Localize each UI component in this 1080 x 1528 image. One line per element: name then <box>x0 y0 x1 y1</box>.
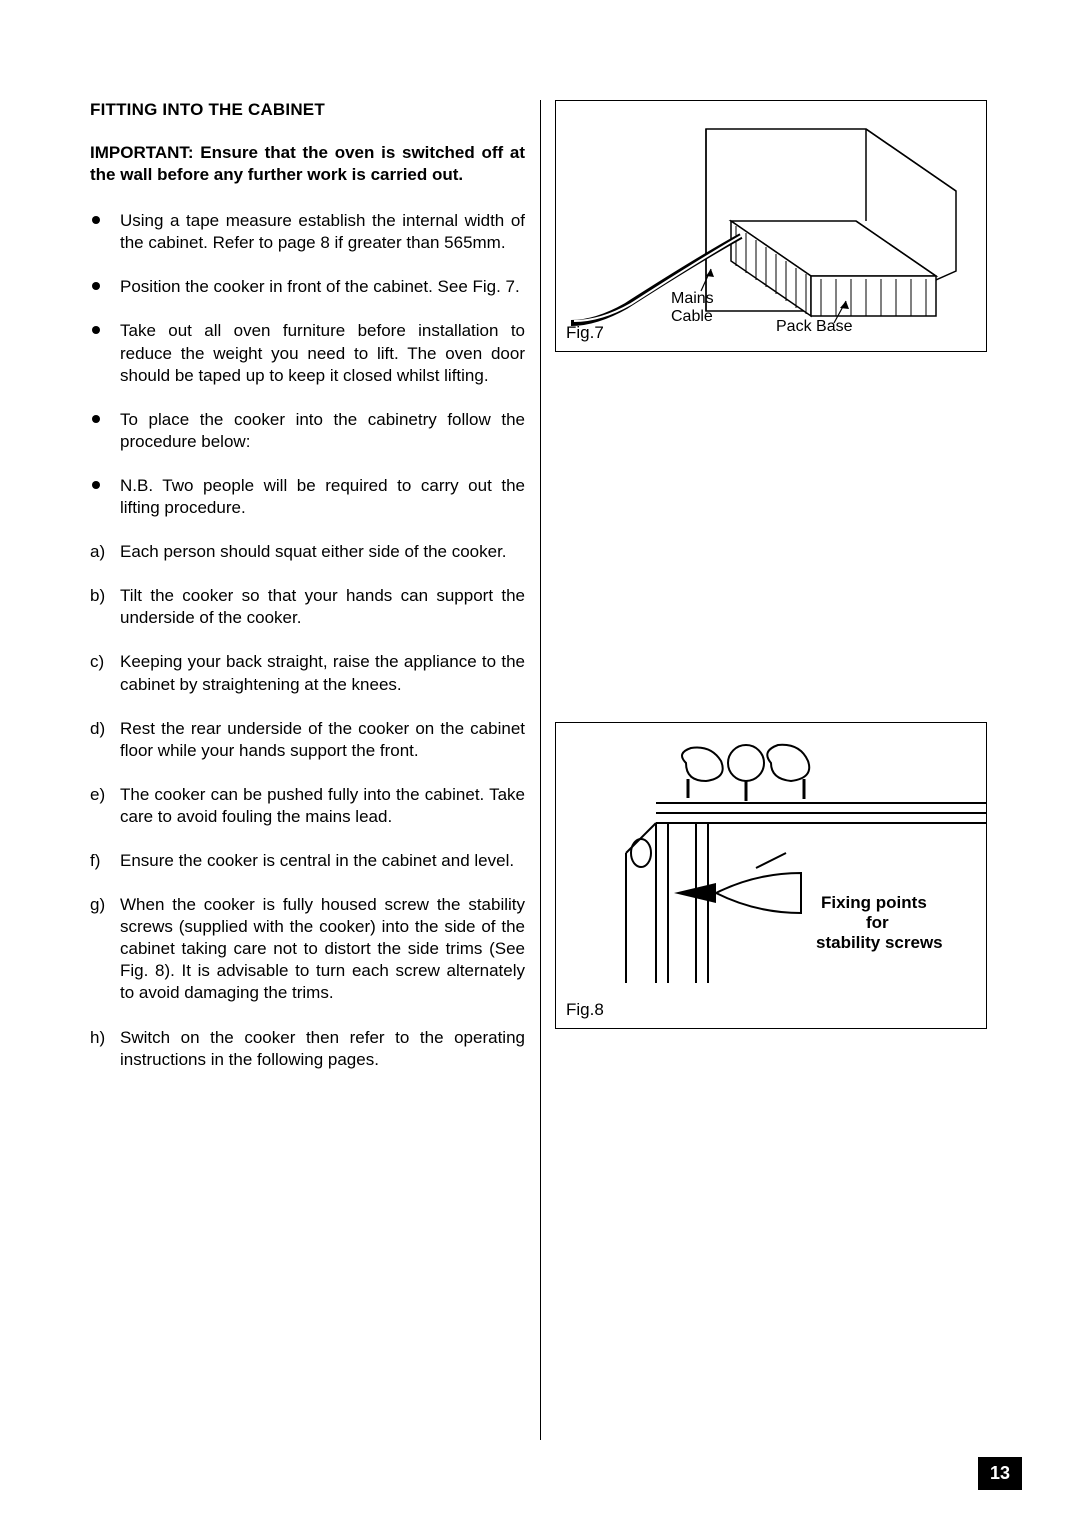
column-divider <box>540 100 541 1440</box>
packbase-label: Pack Base <box>776 318 853 335</box>
list-text: Switch on the cooker then refer to the o… <box>120 1028 525 1069</box>
list-text: When the cooker is fully housed screw th… <box>120 895 525 1002</box>
figure-8-label: Fig.8 <box>566 1000 604 1020</box>
figure-8-svg: Fixing points for stability screws <box>556 723 986 1028</box>
list-item: d) Rest the rear underside of the cooker … <box>90 718 525 762</box>
list-item: Position the cooker in front of the cabi… <box>90 276 525 298</box>
list-text: Ensure the cooker is central in the cabi… <box>120 851 514 870</box>
left-column: FITTING INTO THE CABINET IMPORTANT: Ensu… <box>90 100 525 1093</box>
list-item: e) The cooker can be pushed fully into th… <box>90 784 525 828</box>
list-marker: g) <box>90 894 105 916</box>
important-note: IMPORTANT: Ensure that the oven is switc… <box>90 142 525 186</box>
mains-label-2: Cable <box>671 308 713 325</box>
list-item: c) Keeping your back straight, raise the … <box>90 651 525 695</box>
list-marker: h) <box>90 1027 105 1049</box>
right-column: Mains Cable Pack Base Fig.7 <box>555 100 990 1093</box>
list-text: Rest the rear underside of the cooker on… <box>120 719 525 760</box>
svg-text:Fixing points: Fixing points <box>821 893 927 912</box>
page: FITTING INTO THE CABINET IMPORTANT: Ensu… <box>0 0 1080 1528</box>
list-marker: d) <box>90 718 105 740</box>
figure-8: Fixing points for stability screws Fig.8 <box>555 722 987 1029</box>
section-title: FITTING INTO THE CABINET <box>90 100 525 120</box>
list-marker: a) <box>90 541 105 563</box>
list-item: h) Switch on the cooker then refer to the… <box>90 1027 525 1071</box>
list-item: To place the cooker into the cabinetry f… <box>90 409 525 453</box>
list-item: a) Each person should squat either side o… <box>90 541 525 563</box>
figure-7-svg: Mains Cable Pack Base <box>556 101 986 351</box>
svg-text:stability screws: stability screws <box>816 933 943 952</box>
figure-7-label: Fig.7 <box>566 323 604 343</box>
page-number: 13 <box>978 1457 1022 1490</box>
list-marker: c) <box>90 651 104 673</box>
svg-text:for: for <box>866 913 889 932</box>
list-text: Keeping your back straight, raise the ap… <box>120 652 525 693</box>
list-text: The cooker can be pushed fully into the … <box>120 785 525 826</box>
list-text: Each person should squat either side of … <box>120 542 507 561</box>
list-text: Tilt the cooker so that your hands can s… <box>120 586 525 627</box>
mains-label-1: Mains <box>671 290 714 307</box>
list-marker: e) <box>90 784 105 806</box>
lettered-list: a) Each person should squat either side o… <box>90 541 525 1071</box>
list-item: N.B. Two people will be required to carr… <box>90 475 525 519</box>
list-item: Take out all oven furniture before insta… <box>90 320 525 386</box>
bullet-list: Using a tape measure establish the inter… <box>90 210 525 519</box>
figure-7: Mains Cable Pack Base Fig.7 <box>555 100 987 352</box>
list-marker: f) <box>90 850 100 872</box>
list-marker: b) <box>90 585 105 607</box>
list-item: g) When the cooker is fully housed screw … <box>90 894 525 1004</box>
list-item: f) Ensure the cooker is central in the ca… <box>90 850 525 872</box>
list-item: Using a tape measure establish the inter… <box>90 210 525 254</box>
list-item: b) Tilt the cooker so that your hands can… <box>90 585 525 629</box>
